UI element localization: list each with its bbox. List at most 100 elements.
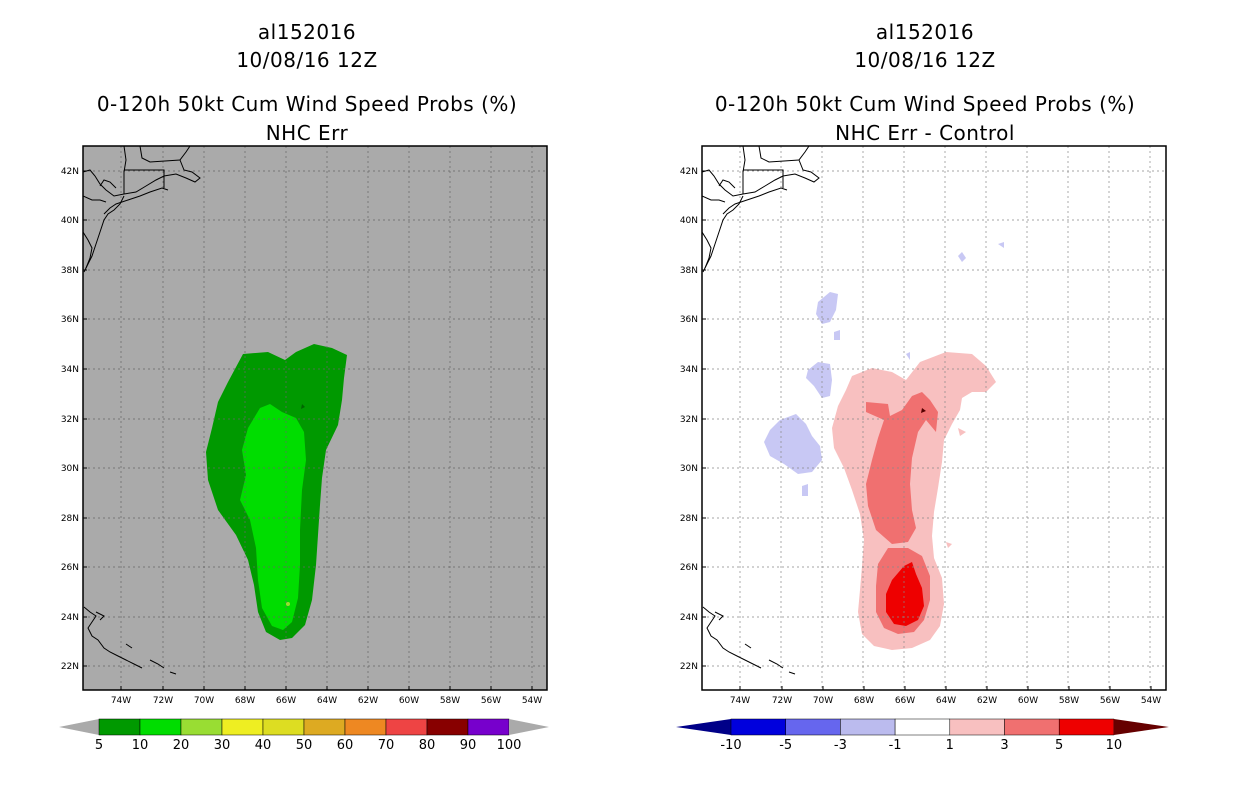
right-datetime: 10/08/16 12Z <box>854 48 996 72</box>
left-colorbar-swatch <box>344 718 387 736</box>
right-product-title: 0-120h 50kt Cum Wind Speed Probs (%) <box>714 92 1136 116</box>
left-speck <box>301 404 305 409</box>
right-lat-label: 28N <box>680 514 698 524</box>
left-map <box>82 145 548 691</box>
left-lon-label: 68W <box>235 696 255 706</box>
right-lat-label: 38N <box>680 266 698 276</box>
left-colorbar-label: 20 <box>173 738 190 753</box>
left-lon-label: 70W <box>194 696 214 706</box>
left-colorbar-swatch <box>262 718 305 736</box>
left-datetime: 10/08/16 12Z <box>236 48 378 72</box>
left-colorbar-label: 40 <box>255 738 272 753</box>
left-colorbar-label: 50 <box>296 738 313 753</box>
right-lon-label: 62W <box>977 696 997 706</box>
left-coastline <box>83 146 201 675</box>
right-colorbar-label: 10 <box>1106 738 1123 753</box>
right-lon-label: 56W <box>1100 696 1120 706</box>
right-colorbar-swatch <box>840 718 896 736</box>
right-colorbar-swatch <box>949 718 1005 736</box>
left-colorbar-swatch <box>98 718 141 736</box>
left-storm-id: al152016 <box>257 20 357 44</box>
right-colorbar-label: -10 <box>720 738 741 753</box>
left-colorbar-label: 70 <box>378 738 395 753</box>
right-colorbar-label: -1 <box>889 738 902 753</box>
left-colorbar-label: 100 <box>497 738 522 753</box>
right-diff-neg-1 <box>764 414 822 474</box>
right-lon-label: 60W <box>1018 696 1038 706</box>
left-lat-label: 26N <box>61 563 79 573</box>
right-diff-neg-4 <box>834 330 840 340</box>
left-lat-label: 34N <box>61 365 79 375</box>
left-colorbar-swatch <box>385 718 428 736</box>
left-prob-10-20 <box>240 404 306 630</box>
right-diff-neg-5 <box>802 484 808 496</box>
left-lon-label: 74W <box>111 696 131 706</box>
right-colorbar-high-arrow <box>1113 719 1169 735</box>
left-lon-label: 64W <box>317 696 337 706</box>
right-storm-id: al152016 <box>875 20 975 44</box>
left-lat-label: 38N <box>61 266 79 276</box>
right-lon-label: 72W <box>772 696 792 706</box>
left-grid <box>83 146 547 690</box>
right-diff-1-3 <box>832 352 996 650</box>
left-lat-label: 22N <box>61 662 79 672</box>
left-subtitle: NHC Err <box>265 121 349 145</box>
right-diff-neg-6 <box>958 252 966 262</box>
right-subtitle: NHC Err - Control <box>835 121 1015 145</box>
right-colorbar-swatch <box>1004 718 1060 736</box>
right-lon-label: 74W <box>730 696 750 706</box>
right-colorbar-swatch <box>1058 718 1115 736</box>
left-lon-label: 72W <box>153 696 173 706</box>
right-lat-label: 24N <box>680 613 698 623</box>
left-lat-label: 42N <box>61 167 79 177</box>
right-colorbar-label: 5 <box>1055 738 1063 753</box>
left-lat-label: 28N <box>61 514 79 524</box>
right-diff-neg-7 <box>998 242 1004 248</box>
right-lat-label: 30N <box>680 464 698 474</box>
left-lat-label: 32N <box>61 415 79 425</box>
left-lon-label: 54W <box>522 696 542 706</box>
right-map-frame <box>701 145 1167 691</box>
left-lat-label: 40N <box>61 216 79 226</box>
right-lon-label: 70W <box>813 696 833 706</box>
right-speck <box>921 408 926 413</box>
right-diff-5-10 <box>886 562 924 626</box>
left-colorbar-swatch <box>139 718 182 736</box>
right-lon-label: 68W <box>854 696 874 706</box>
right-map <box>701 145 1167 691</box>
left-colorbar-label: 80 <box>419 738 436 753</box>
right-diff-blob-1 <box>958 428 966 436</box>
left-colorbar-swatch <box>467 718 510 736</box>
right-lon-label: 58W <box>1059 696 1079 706</box>
left-map-frame <box>82 145 548 691</box>
left-colorbar: 5 10 20 30 40 50 60 70 80 90 100 <box>59 718 549 753</box>
right-diff-blob-2 <box>946 542 952 548</box>
left-lon-label: 56W <box>481 696 501 706</box>
right-lat-label: 22N <box>680 662 698 672</box>
right-coastline <box>702 146 820 675</box>
right-lon-label: 66W <box>895 696 915 706</box>
left-colorbar-label: 5 <box>95 738 103 753</box>
left-colorbar-label: 60 <box>337 738 354 753</box>
left-lon-label: 58W <box>440 696 460 706</box>
left-colorbar-swatch <box>426 718 469 736</box>
right-colorbar-swatch <box>894 718 951 736</box>
right-grid <box>702 146 1166 690</box>
left-lon-label: 60W <box>399 696 419 706</box>
left-colorbar-low-arrow <box>59 719 99 735</box>
left-prob-20-30-spot <box>286 602 290 606</box>
right-colorbar-label: 1 <box>946 738 954 753</box>
right-lat-label: 40N <box>680 216 698 226</box>
left-lon-label: 66W <box>276 696 296 706</box>
right-lat-label: 42N <box>680 167 698 177</box>
left-colorbar-swatch <box>303 718 346 736</box>
right-colorbar-label: -5 <box>779 738 792 753</box>
left-colorbar-high-arrow <box>509 719 549 735</box>
right-colorbar-label: -3 <box>834 738 847 753</box>
right-colorbar-swatch <box>730 718 786 736</box>
right-diff-neg-3 <box>816 292 838 324</box>
right-diff-neg-8 <box>906 352 910 360</box>
right-diff-neg-2 <box>806 362 832 398</box>
left-colorbar-swatch <box>180 718 223 736</box>
right-axis-labels: 42N 40N 38N 36N 34N 32N 30N 28N 26N 24N 22N 74W 72W 7… <box>680 167 1161 706</box>
